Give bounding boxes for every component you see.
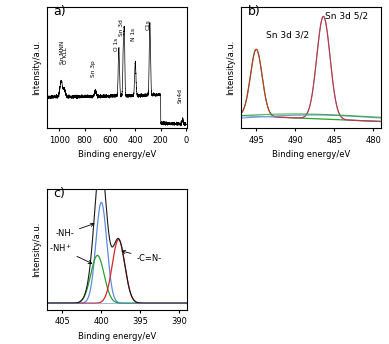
Text: -NH-: -NH- <box>55 223 94 238</box>
Y-axis label: Intensity/a.u.: Intensity/a.u. <box>32 222 41 277</box>
Text: -C=N-: -C=N- <box>122 250 162 263</box>
Text: O KLL: O KLL <box>63 47 68 64</box>
Text: N 1s: N 1s <box>131 28 135 41</box>
X-axis label: Binding energy/eV: Binding energy/eV <box>272 150 350 159</box>
Text: b): b) <box>248 6 260 18</box>
Text: Sn 3d 5/2: Sn 3d 5/2 <box>325 12 368 21</box>
Text: C1s: C1s <box>146 19 151 30</box>
Text: Sn4d: Sn4d <box>177 88 182 103</box>
Y-axis label: Intensity/a.u.: Intensity/a.u. <box>226 40 235 95</box>
X-axis label: Binding energy/eV: Binding energy/eV <box>78 332 156 341</box>
Text: Sn 3p: Sn 3p <box>91 61 96 77</box>
Text: Sn MNN: Sn MNN <box>60 41 65 64</box>
Y-axis label: Intensity/a.u.: Intensity/a.u. <box>32 40 41 95</box>
Text: -NH$^+$: -NH$^+$ <box>49 243 92 264</box>
Text: c): c) <box>54 187 66 200</box>
Text: Sn 3d 3/2: Sn 3d 3/2 <box>266 30 309 39</box>
Text: a): a) <box>54 6 67 18</box>
Text: Sn 3d: Sn 3d <box>119 19 124 36</box>
Text: O 1s: O 1s <box>114 38 119 51</box>
X-axis label: Binding energy/eV: Binding energy/eV <box>78 150 156 159</box>
